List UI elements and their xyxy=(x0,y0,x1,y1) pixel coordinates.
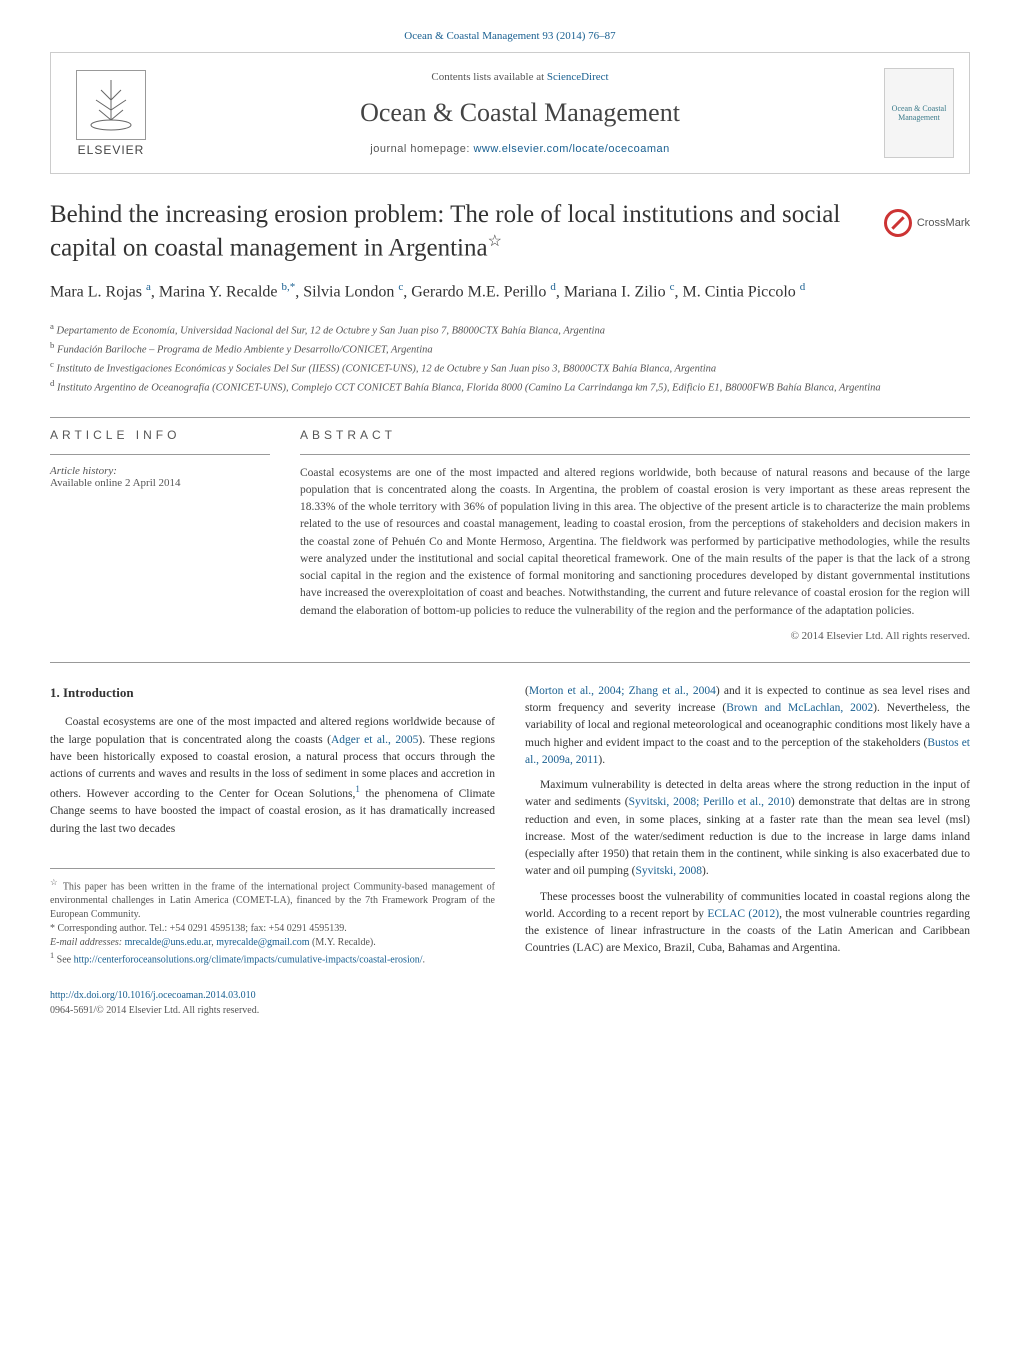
text-span: ). xyxy=(598,754,605,766)
email-link-1[interactable]: mrecalde@uns.edu.ar xyxy=(125,937,212,948)
email-label: E-mail addresses: xyxy=(50,937,125,948)
info-abstract-row: ARTICLE INFO Article history: Available … xyxy=(50,428,970,642)
homepage-link[interactable]: www.elsevier.com/locate/ocecoaman xyxy=(473,143,669,155)
affiliation: c Instituto de Investigaciones Económica… xyxy=(50,358,970,377)
journal-cover-icon: Ocean & Coastal Management xyxy=(884,68,954,158)
journal-title: Ocean & Coastal Management xyxy=(156,98,884,128)
elsevier-tree-icon xyxy=(76,70,146,140)
intro-para-1-cont: (Morton et al., 2004; Zhang et al., 2004… xyxy=(525,683,970,769)
text-span: See xyxy=(57,955,74,966)
header-banner: ELSEVIER Contents lists available at Sci… xyxy=(50,52,970,174)
abstract-heading: ABSTRACT xyxy=(300,428,970,442)
divider xyxy=(50,454,270,455)
footnote-email: E-mail addresses: mrecalde@uns.edu.ar, m… xyxy=(50,936,495,950)
text-span: . xyxy=(423,955,426,966)
banner-center: Contents lists available at ScienceDirec… xyxy=(156,71,884,155)
abstract-copyright: © 2014 Elsevier Ltd. All rights reserved… xyxy=(300,630,970,642)
divider xyxy=(50,662,970,663)
crossmark-icon xyxy=(884,209,912,237)
issn-copyright: 0964-5691/© 2014 Elsevier Ltd. All right… xyxy=(50,1003,495,1018)
homepage-label: journal homepage: xyxy=(370,143,473,155)
citation[interactable]: ECLAC (2012) xyxy=(707,908,779,920)
contents-line: Contents lists available at ScienceDirec… xyxy=(156,71,884,83)
history-label: Article history: xyxy=(50,465,270,477)
contents-text: Contents lists available at xyxy=(431,71,546,83)
star-icon: ☆ xyxy=(50,878,59,887)
intro-para-2: Maximum vulnerability is detected in del… xyxy=(525,777,970,881)
journal-cover-text: Ocean & Coastal Management xyxy=(885,104,953,122)
affiliations: a Departamento de Economía, Universidad … xyxy=(50,320,970,397)
journal-ref-link[interactable]: Ocean & Coastal Management 93 (2014) 76–… xyxy=(404,30,615,42)
body-columns: 1. Introduction Coastal ecosystems are o… xyxy=(50,683,970,1018)
footnotes: ☆ This paper has been written in the fra… xyxy=(50,868,495,968)
doi-link[interactable]: http://dx.doi.org/10.1016/j.ocecoaman.20… xyxy=(50,990,256,1001)
history-value: Available online 2 April 2014 xyxy=(50,477,270,489)
left-column: 1. Introduction Coastal ecosystems are o… xyxy=(50,683,495,1018)
affiliation: a Departamento de Economía, Universidad … xyxy=(50,320,970,339)
footnote-star: ☆ This paper has been written in the fra… xyxy=(50,877,495,922)
footnote-1-marker: 1 xyxy=(50,951,54,960)
citation[interactable]: Morton et al., 2004; Zhang et al., 2004 xyxy=(529,685,716,697)
abstract-text: Coastal ecosystems are one of the most i… xyxy=(300,465,970,620)
divider xyxy=(50,417,970,418)
authors-list: Mara L. Rojas a, Marina Y. Recalde b,*, … xyxy=(50,279,970,304)
text-span: ) demonstrate that deltas are in strong … xyxy=(525,796,970,877)
crossmark-badge[interactable]: CrossMark xyxy=(884,209,970,237)
title-text: Behind the increasing erosion problem: T… xyxy=(50,201,840,261)
citation[interactable]: Adger et al., 2005 xyxy=(331,734,418,746)
article-info-heading: ARTICLE INFO xyxy=(50,428,270,442)
title-footnote-star: ☆ xyxy=(488,233,502,250)
journal-reference: Ocean & Coastal Management 93 (2014) 76–… xyxy=(50,30,970,42)
right-column: (Morton et al., 2004; Zhang et al., 2004… xyxy=(525,683,970,1018)
intro-heading: 1. Introduction xyxy=(50,683,495,703)
email-link-2[interactable]: myrecalde@gmail.com xyxy=(216,937,309,948)
affiliation: d Instituto Argentino de Oceanografía (C… xyxy=(50,377,970,396)
intro-para-3: These processes boost the vulnerability … xyxy=(525,889,970,958)
journal-homepage: journal homepage: www.elsevier.com/locat… xyxy=(156,143,884,155)
sciencedirect-link[interactable]: ScienceDirect xyxy=(547,71,609,83)
footnote-1: 1 See http://centerforoceansolutions.org… xyxy=(50,950,495,967)
footnote-star-text: This paper has been written in the frame… xyxy=(50,881,495,920)
text-span: ). xyxy=(702,865,709,877)
intro-para-1: Coastal ecosystems are one of the most i… xyxy=(50,714,495,838)
citation[interactable]: Brown and McLachlan, 2002 xyxy=(726,702,873,714)
article-title: Behind the increasing erosion problem: T… xyxy=(50,199,970,264)
footer-meta: http://dx.doi.org/10.1016/j.ocecoaman.20… xyxy=(50,988,495,1018)
citation[interactable]: Syvitski, 2008 xyxy=(636,865,702,877)
article-info: ARTICLE INFO Article history: Available … xyxy=(50,428,270,642)
abstract: ABSTRACT Coastal ecosystems are one of t… xyxy=(300,428,970,642)
citation[interactable]: Syvitski, 2008; Perillo et al., 2010 xyxy=(629,796,791,808)
footnote-1-link[interactable]: http://centerforoceansolutions.org/clima… xyxy=(74,955,423,966)
divider xyxy=(300,454,970,455)
footnote-corresponding: * Corresponding author. Tel.: +54 0291 4… xyxy=(50,922,495,936)
text-span: (M.Y. Recalde). xyxy=(310,937,376,948)
publisher-name: ELSEVIER xyxy=(78,143,145,157)
affiliation: b Fundación Bariloche – Programa de Medi… xyxy=(50,339,970,358)
publisher-logo: ELSEVIER xyxy=(66,63,156,163)
crossmark-label: CrossMark xyxy=(917,217,970,229)
